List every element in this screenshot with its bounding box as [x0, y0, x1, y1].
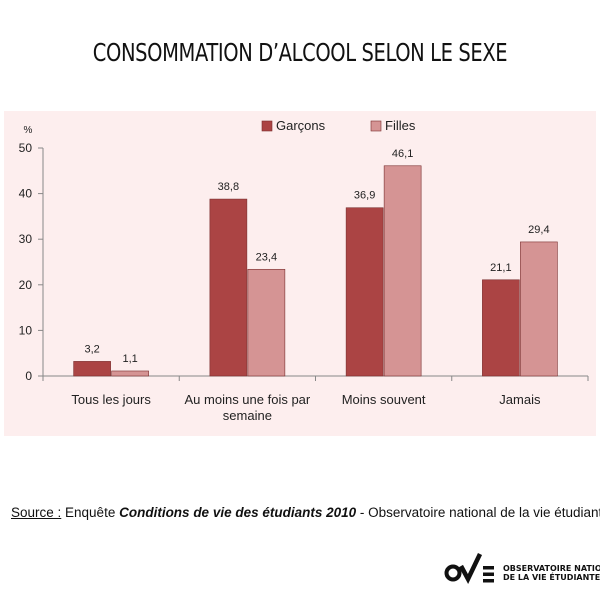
legend-label: Filles: [385, 118, 416, 133]
data-label: 1,1: [122, 353, 137, 365]
data-label: 29,4: [528, 224, 549, 236]
y-axis-unit-label: %: [24, 125, 33, 136]
bar-chart: 0 10 20 30 40 50% Tous les jours Au moins une f…: [19, 118, 589, 423]
source-pre: Enquête: [61, 505, 120, 520]
y-tick-label: 0: [25, 369, 32, 383]
bar-filles: [247, 268, 286, 377]
source-note: Source : Enquête Conditions de vie des é…: [11, 505, 600, 520]
chart-panel: 0 10 20 30 40 50% Tous les jours Au moins une f…: [4, 111, 596, 436]
data-label: 21,1: [490, 262, 511, 274]
ove-logo-icon: [444, 553, 494, 584]
x-category-label: Tous les jours: [71, 392, 151, 407]
bar-filles: [111, 370, 149, 377]
data-label: 38,8: [218, 181, 239, 193]
y-tick-label: 30: [19, 232, 33, 246]
data-label: 36,9: [354, 190, 375, 202]
logo-line-2: DE LA VIE ÉTUDIANTE: [503, 573, 600, 582]
y-tick-label: 10: [19, 323, 33, 337]
x-category-label: Jamais: [499, 392, 541, 407]
source-label: Source :: [11, 505, 62, 520]
bar-garcons: [482, 279, 520, 377]
bar-garcons: [73, 361, 111, 377]
bar-filles: [383, 165, 422, 377]
legend-label: Garçons: [276, 118, 326, 133]
legend-swatch: [370, 120, 382, 132]
bar-garcons: [209, 198, 248, 377]
data-label: 23,4: [256, 251, 277, 263]
logo-text: OBSERVATOIRE NATIONAL DE LA VIE ÉTUDIANT…: [503, 564, 600, 582]
y-tick-label: 40: [19, 187, 33, 201]
x-category-label: semaine: [223, 408, 272, 423]
y-tick-label: 20: [19, 278, 33, 292]
page-title: CONSOMMATION D’ALCOOL SELON LE SEXE: [92, 38, 508, 67]
data-label: 46,1: [392, 148, 413, 160]
data-label: 3,2: [84, 343, 99, 355]
logo-line-1: OBSERVATOIRE NATIONAL: [503, 564, 600, 573]
source-post: - Observatoire national de la vie étudia…: [356, 505, 600, 520]
x-category-label: Au moins une fois par: [185, 392, 311, 407]
legend-swatch: [261, 120, 273, 132]
x-category-label: Moins souvent: [342, 392, 426, 407]
bar-filles: [520, 241, 558, 377]
y-tick-label: 50: [19, 141, 33, 155]
bar-garcons: [345, 207, 384, 377]
source-title: Conditions de vie des étudiants 2010: [119, 505, 357, 520]
